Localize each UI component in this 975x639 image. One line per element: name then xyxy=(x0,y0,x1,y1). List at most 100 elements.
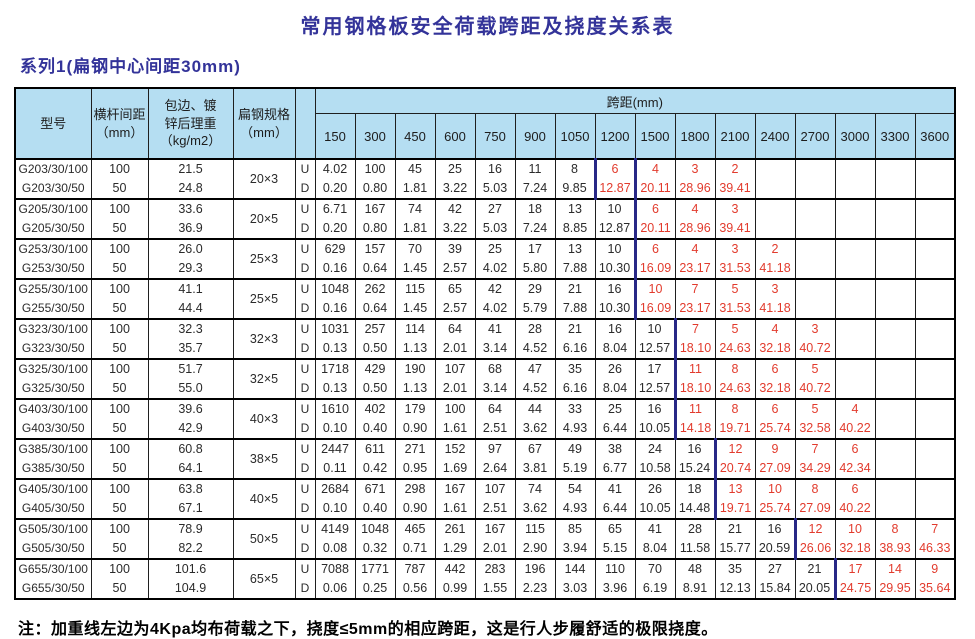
deflection-value-cell: 20.05 xyxy=(794,579,836,600)
weight-cell-line: 44.4 xyxy=(178,301,203,315)
load-value-cell: 44 xyxy=(514,398,556,419)
spacing-cell: 100 50 xyxy=(90,318,149,359)
spacing-cell: 100 50 xyxy=(90,478,149,519)
load-value-cell: 144 xyxy=(554,558,596,579)
deflection-value-cell: 3.96 xyxy=(594,579,636,600)
grating-row-load: G385/30/100 G385/30/50 100 50 60.8 64.1 38×5 U 2… xyxy=(14,438,956,479)
span-header: 1500 xyxy=(634,113,676,160)
deflection-value-cell: 10.30 xyxy=(594,259,636,280)
load-value-cell: 107 xyxy=(474,478,516,499)
weight-cell-line: 26.0 xyxy=(178,242,203,256)
load-value-cell: 3 xyxy=(754,278,796,299)
load-value-cell: 38 xyxy=(594,438,636,459)
deflection-value-cell: 10.58 xyxy=(634,459,676,480)
model-cell-line: G205/30/100 xyxy=(18,202,88,216)
weight-cell-line: 67.1 xyxy=(178,501,203,515)
load-value-cell: 11 xyxy=(514,158,556,179)
spec-cell: 40×5 xyxy=(232,478,296,519)
ud-label-d: D xyxy=(294,499,316,520)
series-label: 系列1(扁钢中心间距30mm) xyxy=(20,57,241,76)
load-value-cell xyxy=(874,398,916,419)
ud-label-u: U xyxy=(294,238,316,259)
ud-label-u: U xyxy=(294,398,316,419)
ud-label-u: U xyxy=(294,318,316,339)
ud-label-u: U xyxy=(294,358,316,379)
load-value-cell: 41 xyxy=(634,518,676,539)
span-header: 600 xyxy=(434,113,476,160)
load-value-cell: 6 xyxy=(633,198,676,219)
load-value-cell: 114 xyxy=(394,318,436,339)
load-value-cell: 5 xyxy=(714,318,756,339)
deflection-value-cell: 26.06 xyxy=(793,539,836,560)
deflection-value-cell xyxy=(754,179,796,200)
load-value-cell: 18 xyxy=(674,478,716,499)
spacing-cell-line: 50 xyxy=(112,341,127,355)
deflection-value-cell: 6.77 xyxy=(594,459,636,480)
deflection-value-cell: 0.64 xyxy=(354,259,396,280)
deflection-value-cell: 3.22 xyxy=(434,219,476,240)
deflection-value-cell xyxy=(754,219,796,240)
grating-row-deflection: D 0.11 0.42 0.95 1.69 2.64 3.81 5.19 6.77 10.58 15… xyxy=(15,459,956,480)
deflection-value-cell: 5.80 xyxy=(514,259,556,280)
deflection-value-cell: 2.64 xyxy=(474,459,516,480)
load-value-cell: 47 xyxy=(514,358,556,379)
deflection-value-cell: 0.13 xyxy=(314,339,356,360)
weight-cell: 63.8 67.1 xyxy=(147,478,234,519)
load-value-cell: 12 xyxy=(713,438,756,459)
weight-cell: 21.5 24.8 xyxy=(147,158,234,199)
weight-cell-line: 29.3 xyxy=(178,261,203,275)
deflection-value-cell: 3.62 xyxy=(514,499,556,520)
ud-label-u: U xyxy=(294,518,316,539)
load-value-cell xyxy=(834,158,876,179)
deflection-value-cell: 8.91 xyxy=(674,579,716,600)
weight-cell-line: 39.6 xyxy=(178,402,203,416)
deflection-value-cell: 2.57 xyxy=(434,299,476,320)
header-model: 型号 xyxy=(14,87,92,160)
load-value-cell: 17 xyxy=(514,238,556,259)
span-header: 750 xyxy=(474,113,516,160)
load-value-cell xyxy=(914,278,956,299)
page-title: 常用钢格板安全荷载跨距及挠度关系表 xyxy=(300,16,675,38)
deflection-value-cell: 28.96 xyxy=(674,219,716,240)
deflection-value-cell: 0.20 xyxy=(314,219,356,240)
model-cell: G655/30/100 G655/30/50 xyxy=(14,558,92,599)
load-value-cell: 13 xyxy=(554,238,596,259)
load-value-cell: 2684 xyxy=(314,478,356,499)
deflection-value-cell: 0.32 xyxy=(354,539,396,560)
load-value-cell xyxy=(914,478,956,499)
load-value-cell: 257 xyxy=(354,318,396,339)
load-value-cell: 9 xyxy=(914,558,956,579)
spacing-cell-line: 50 xyxy=(112,261,127,275)
header-span-group: 跨距(mm) xyxy=(314,87,956,114)
deflection-value-cell: 7.88 xyxy=(554,259,596,280)
ud-label-d: D xyxy=(294,379,316,400)
deflection-value-cell: 19.71 xyxy=(714,419,756,440)
spacing-cell-line: 50 xyxy=(112,461,127,475)
deflection-value-cell xyxy=(874,459,916,480)
deflection-value-cell xyxy=(914,379,956,400)
spacing-cell-line: 100 xyxy=(109,242,130,256)
deflection-value-cell: 23.17 xyxy=(674,299,716,320)
load-value-cell: 6 xyxy=(834,478,876,499)
spacing-cell-line: 50 xyxy=(112,221,127,235)
load-value-cell: 10 xyxy=(754,478,796,499)
load-value-cell: 1771 xyxy=(354,558,396,579)
load-value-cell: 42 xyxy=(474,278,516,299)
grating-row-load: G325/30/100 G325/30/50 100 50 51.7 55.0 32×5 U 1… xyxy=(14,358,956,399)
span-header: 2700 xyxy=(794,113,836,160)
model-cell-line: G323/30/50 xyxy=(21,341,85,355)
load-value-cell: 18 xyxy=(514,198,556,219)
load-value-cell: 2447 xyxy=(314,438,356,459)
load-value-cell: 8 xyxy=(714,398,756,419)
span-header: 1200 xyxy=(594,113,636,160)
deflection-value-cell xyxy=(834,339,876,360)
load-value-cell: 179 xyxy=(394,398,436,419)
load-value-cell: 262 xyxy=(354,278,396,299)
load-value-cell: 21 xyxy=(794,558,836,579)
load-value-cell xyxy=(794,158,836,179)
ud-label-d: D xyxy=(294,259,316,280)
model-cell-line: G403/30/50 xyxy=(21,421,85,435)
deflection-value-cell: 1.81 xyxy=(394,179,436,200)
load-value-cell: 29 xyxy=(514,278,556,299)
deflection-value-cell xyxy=(914,499,956,520)
